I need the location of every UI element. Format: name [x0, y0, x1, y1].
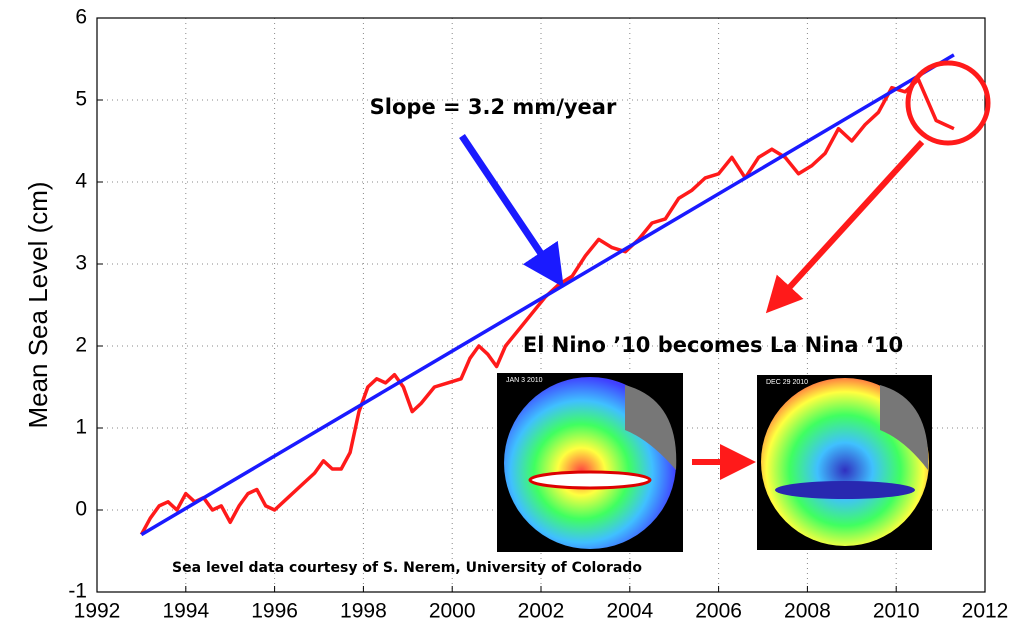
y-tick-label: 0 — [75, 498, 87, 521]
x-tick-label: 2012 — [962, 600, 1009, 623]
arrow — [459, 134, 564, 288]
image-label: DEC 29 2010 — [766, 379, 808, 386]
y-tick-label: -1 — [68, 580, 87, 603]
el-nino-band — [528, 470, 652, 490]
x-tick-label: 1994 — [162, 600, 209, 623]
land — [625, 385, 677, 470]
y-axis-label: Mean Sea Level (cm) — [23, 181, 53, 428]
y-tick-label: 5 — [75, 88, 87, 111]
land — [880, 385, 929, 470]
plot-frame — [96, 17, 986, 593]
series-line — [140, 53, 955, 537]
y-tick-label: 4 — [75, 170, 87, 193]
series-line — [139, 77, 955, 536]
x-tick-label: 1992 — [74, 600, 121, 623]
y-tick-label: 6 — [75, 6, 87, 29]
arrow — [765, 139, 925, 314]
x-tick-label: 2000 — [429, 600, 476, 623]
x-tick-label: 2010 — [873, 600, 920, 623]
x-tick-label: 2008 — [784, 600, 831, 623]
annotation: Sea level data courtesy of S. Nerem, Uni… — [172, 560, 642, 576]
plot — [139, 53, 955, 537]
x-tick-label: 2002 — [518, 600, 565, 623]
y-tick-label: 2 — [75, 334, 87, 357]
y-tick-label: 3 — [75, 252, 87, 275]
image-label: JAN 3 2010 — [506, 377, 543, 384]
la-nina-band — [775, 481, 915, 499]
y-tick-label: 1 — [75, 416, 87, 439]
x-tick-label: 2006 — [695, 600, 742, 623]
x-tick-label: 1996 — [251, 600, 298, 623]
annotation: Slope = 3.2 mm/year — [370, 95, 617, 119]
x-tick-label: 1998 — [340, 600, 387, 623]
annotation: El Nino ’10 becomes La Nina ‘10 — [523, 333, 903, 357]
highlight-circle — [905, 60, 991, 146]
x-tick-label: 2004 — [606, 600, 653, 623]
